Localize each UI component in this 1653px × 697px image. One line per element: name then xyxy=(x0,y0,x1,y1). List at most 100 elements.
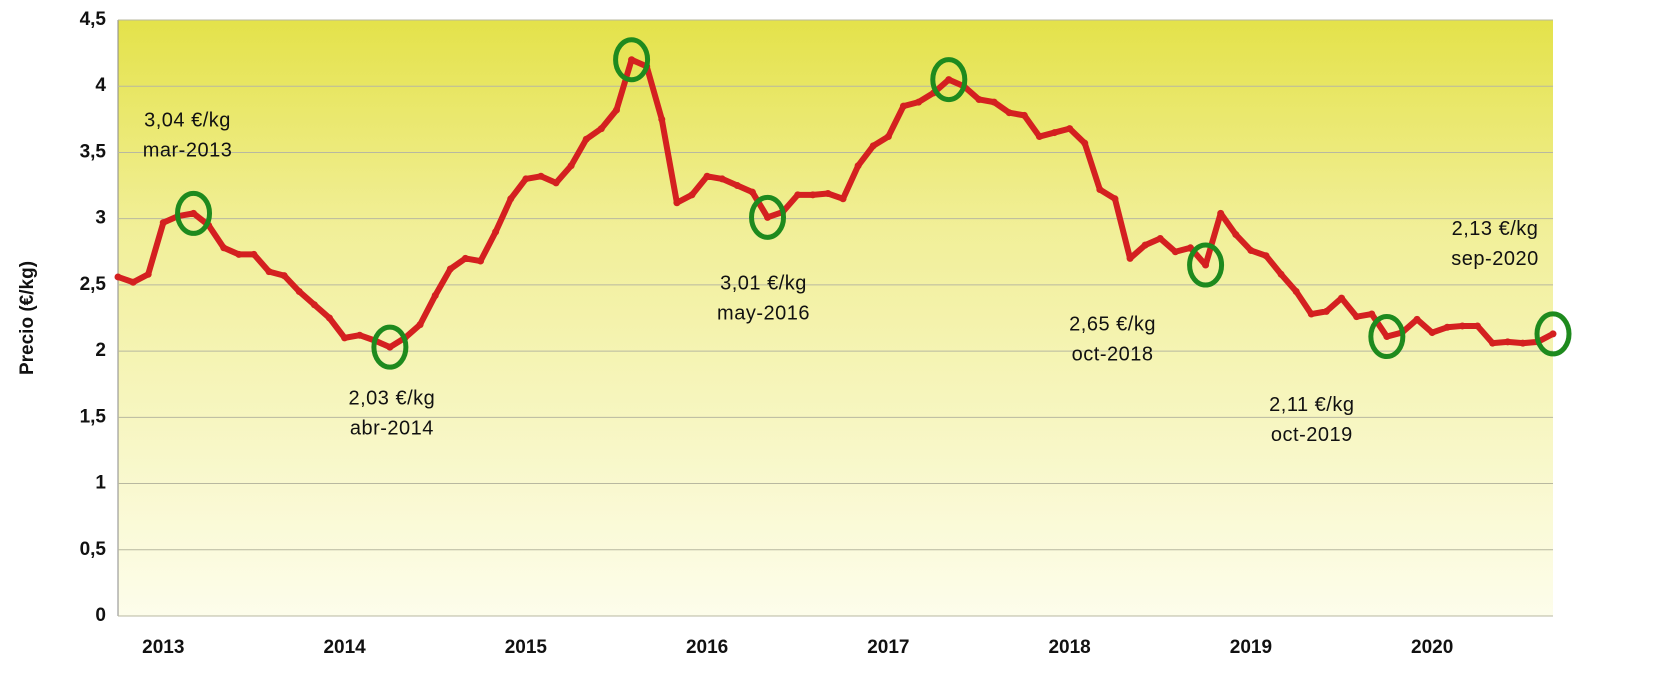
x-tick-label: 2020 xyxy=(1411,637,1453,658)
data-point xyxy=(250,251,257,258)
data-point xyxy=(1504,338,1511,345)
data-point xyxy=(719,175,726,182)
data-point xyxy=(809,191,816,198)
data-point xyxy=(553,179,560,186)
data-point xyxy=(976,96,983,103)
data-point xyxy=(492,228,499,235)
y-tick-label: 4,5 xyxy=(80,9,107,30)
data-point xyxy=(296,288,303,295)
data-point xyxy=(794,191,801,198)
y-tick-label: 0,5 xyxy=(80,539,107,560)
y-tick-label: 2,5 xyxy=(80,274,107,295)
annotation-value: 3,04 €/kg xyxy=(144,110,231,132)
data-point xyxy=(598,125,605,132)
data-point xyxy=(734,182,741,189)
data-point xyxy=(115,273,122,280)
data-point xyxy=(1006,109,1013,116)
data-point xyxy=(1444,324,1451,331)
data-point xyxy=(447,265,454,272)
data-point xyxy=(1217,210,1224,217)
data-point xyxy=(326,315,333,322)
data-point xyxy=(1247,247,1254,254)
data-point xyxy=(885,133,892,140)
data-point xyxy=(613,107,620,114)
annotation-value: 3,01 €/kg xyxy=(720,273,807,295)
data-point xyxy=(1429,329,1436,336)
data-point xyxy=(522,175,529,182)
data-point xyxy=(281,272,288,279)
data-point xyxy=(568,162,575,169)
data-point xyxy=(1353,313,1360,320)
y-axis-title: Precio (€/kg) xyxy=(17,261,38,375)
data-point xyxy=(266,268,273,275)
data-point xyxy=(658,116,665,123)
data-point xyxy=(1293,288,1300,295)
data-point xyxy=(1036,133,1043,140)
data-point xyxy=(1172,248,1179,255)
x-tick-label: 2017 xyxy=(867,637,909,658)
x-tick-label: 2016 xyxy=(686,637,728,658)
data-point xyxy=(462,255,469,262)
data-point xyxy=(704,173,711,180)
data-point xyxy=(1338,295,1345,302)
annotation-date: sep-2020 xyxy=(1451,248,1538,270)
data-point xyxy=(1051,129,1058,136)
plot-area xyxy=(118,20,1553,616)
data-point xyxy=(417,321,424,328)
x-tick-label: 2018 xyxy=(1048,637,1090,658)
data-point xyxy=(432,292,439,299)
data-point xyxy=(145,271,152,278)
data-point xyxy=(1368,311,1375,318)
data-point xyxy=(1096,186,1103,193)
annotation-date: mar-2013 xyxy=(143,140,233,162)
data-point xyxy=(1474,322,1481,329)
data-point xyxy=(537,173,544,180)
data-point xyxy=(341,334,348,341)
y-tick-label: 1,5 xyxy=(80,406,107,427)
data-point xyxy=(1142,242,1149,249)
data-point xyxy=(824,190,831,197)
data-point xyxy=(386,344,393,351)
annotation-date: abr-2014 xyxy=(350,417,434,439)
data-point xyxy=(1278,271,1285,278)
data-point xyxy=(991,99,998,106)
x-tick-label: 2015 xyxy=(505,637,548,658)
annotation-date: oct-2019 xyxy=(1271,424,1353,446)
data-point xyxy=(235,251,242,258)
data-point xyxy=(1081,140,1088,147)
data-point xyxy=(1519,340,1526,347)
data-point xyxy=(190,210,197,217)
data-point xyxy=(583,136,590,143)
data-point xyxy=(1202,262,1209,269)
y-tick-label: 3 xyxy=(95,208,106,229)
data-point xyxy=(220,244,227,251)
y-tick-label: 4 xyxy=(95,75,106,96)
data-point xyxy=(311,301,318,308)
data-point xyxy=(1414,316,1421,323)
annotation-value: 2,13 €/kg xyxy=(1452,218,1539,240)
data-point xyxy=(356,332,363,339)
annotation-date: oct-2018 xyxy=(1072,343,1154,365)
y-tick-label: 2 xyxy=(95,340,106,361)
annotation-date: may-2016 xyxy=(717,303,810,325)
y-tick-label: 0 xyxy=(95,605,106,626)
data-point xyxy=(855,162,862,169)
annotation-value: 2,11 €/kg xyxy=(1269,394,1354,416)
data-point xyxy=(840,195,847,202)
y-tick-label: 3,5 xyxy=(80,141,107,162)
data-point xyxy=(749,189,756,196)
data-point xyxy=(1459,322,1466,329)
y-tick-label: 1 xyxy=(95,473,106,494)
data-point xyxy=(1489,340,1496,347)
x-tick-label: 2014 xyxy=(323,637,366,658)
x-tick-label: 2013 xyxy=(142,637,184,658)
data-point xyxy=(870,142,877,149)
data-point xyxy=(689,191,696,198)
data-point xyxy=(1308,311,1315,318)
annotation-value: 2,65 €/kg xyxy=(1069,313,1156,335)
data-point xyxy=(507,195,514,202)
chart: Precio (€/kg) 0 0,5 1 1,5 2 2,5 3 3,5 4 4,5 2013 20… xyxy=(0,0,1653,697)
data-point xyxy=(1383,333,1390,340)
data-point xyxy=(160,219,167,226)
data-point xyxy=(673,199,680,206)
